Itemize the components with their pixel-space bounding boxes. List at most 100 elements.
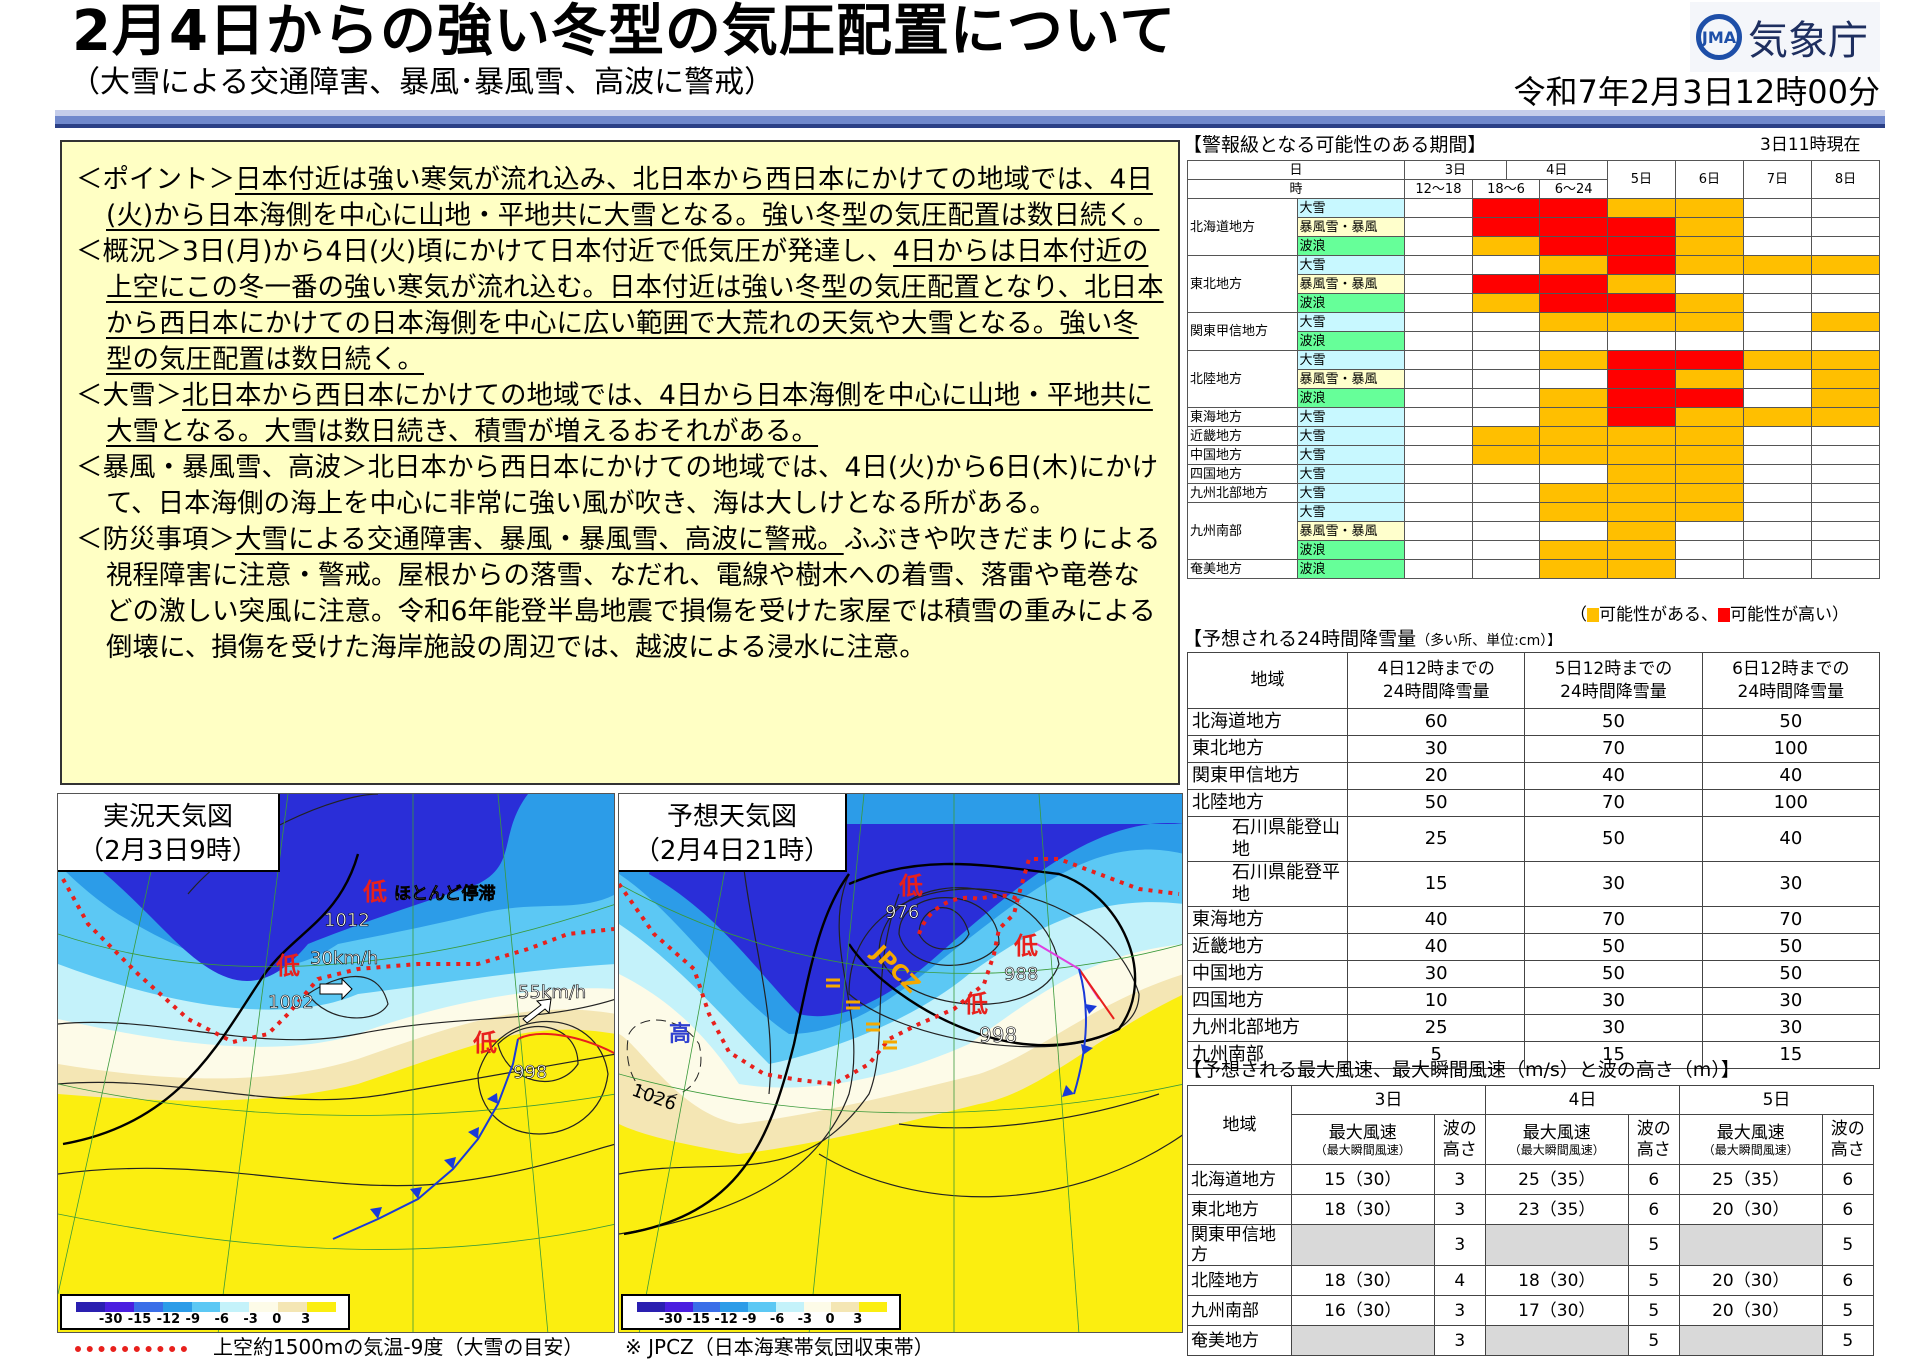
summary-paragraph: ＜大雪＞北日本から西日本にかけての地域では、4日から日本海側を中心に山地・平地共… bbox=[76, 378, 1164, 450]
region-name: 北海道地方 bbox=[1187, 708, 1348, 736]
dotted-line-caption-text: 上空約1500mの気温-9度（大雪の目安） bbox=[213, 1335, 584, 1359]
paragraph-text: 3日(月)から4日(火)頃にかけて日本付近で低気圧が発達し、 bbox=[182, 236, 894, 267]
header-time: 時 bbox=[1186, 179, 1406, 199]
cell-high bbox=[1674, 388, 1744, 408]
summary-paragraph: ＜ポイント＞日本付近は強い寒気が流れ込み、北日本から西日本にかけての地域では、4… bbox=[76, 162, 1164, 234]
region-name: 石川県能登平地 bbox=[1187, 861, 1348, 907]
cell-high bbox=[1606, 369, 1676, 389]
paragraph-label: ＜ポイント＞ bbox=[76, 164, 235, 195]
cell-possible bbox=[1606, 464, 1676, 484]
wave-height-value: 5 bbox=[1821, 1325, 1875, 1356]
region-name: 東海地方 bbox=[1187, 407, 1298, 427]
legend-tick-label: -12 bbox=[714, 1312, 738, 1327]
gust-label: （最大瞬間風速） bbox=[1702, 1142, 1799, 1157]
wind-speed-value: 15（30） bbox=[1291, 1164, 1435, 1195]
paragraph-label: ＜大雪＞ bbox=[76, 380, 182, 411]
cell-possible bbox=[1674, 236, 1744, 256]
snowfall-value: 40 bbox=[1701, 816, 1881, 862]
cell-possible bbox=[1539, 350, 1608, 370]
cell-none bbox=[1742, 445, 1812, 465]
table-row: 北海道地方 15（30） 3 25（35） 6 25（35） 6 bbox=[1187, 1164, 1875, 1195]
cell-possible bbox=[1742, 255, 1812, 275]
jpcz-mark bbox=[883, 1040, 897, 1050]
wave-height-value: 3 bbox=[1433, 1164, 1486, 1195]
cell-high bbox=[1606, 217, 1676, 237]
warning-row: 九州北部地方 大雪 bbox=[1187, 483, 1881, 503]
header-day: 5日 bbox=[1678, 1085, 1875, 1115]
low-pressure-label: 低 bbox=[1014, 932, 1038, 960]
warning-row: 北海道地方 大雪 bbox=[1187, 198, 1881, 256]
region-name: 北陸地方 bbox=[1187, 350, 1298, 408]
cell-possible bbox=[1539, 559, 1608, 579]
legend-color-swatch bbox=[133, 1302, 163, 1312]
phenomenon-type: 大雪 bbox=[1296, 312, 1406, 332]
cell-possible bbox=[1606, 521, 1676, 541]
region-name: 関東甲信地方 bbox=[1187, 762, 1348, 790]
header-row: 日 3日 4日 5日 6日 7日 8日 bbox=[1186, 160, 1881, 199]
legend-tick-label: 3 bbox=[853, 1312, 863, 1327]
cell-possible bbox=[1810, 369, 1881, 389]
low-pressure-label: 低 bbox=[964, 990, 988, 1018]
cell-none bbox=[1471, 312, 1541, 332]
snowfall-value: 15 bbox=[1524, 1041, 1703, 1069]
cell-none bbox=[1742, 388, 1812, 408]
snowfall-value: 30 bbox=[1701, 987, 1881, 1015]
region-name: 石川県能登山地 bbox=[1187, 816, 1348, 862]
cell-none bbox=[1404, 502, 1473, 522]
low-pressure-label: 低 bbox=[363, 878, 387, 906]
legend-color-swatch bbox=[831, 1302, 860, 1312]
gust-label: （最大瞬間風速） bbox=[1314, 1142, 1411, 1157]
warning-table-title: 【警報級となる可能性のある期間】 bbox=[1183, 134, 1487, 156]
snowfall-value: 40 bbox=[1346, 933, 1526, 961]
cell-high bbox=[1471, 198, 1541, 218]
legend-color-swatch bbox=[220, 1302, 250, 1312]
header-divider bbox=[55, 116, 1885, 124]
cell-none bbox=[1471, 255, 1541, 275]
cell-none bbox=[1742, 369, 1812, 389]
phenomenon-type: 大雪 bbox=[1296, 198, 1406, 218]
cell-none bbox=[1742, 559, 1812, 579]
paragraph-label: ＜防災事項＞ bbox=[76, 524, 235, 555]
region-name: 東北地方 bbox=[1187, 255, 1298, 313]
legend-color-swatch bbox=[720, 1302, 749, 1312]
wind-speed-value bbox=[1678, 1224, 1823, 1266]
wind-speed-value: 18（30） bbox=[1291, 1194, 1435, 1225]
gust-label: （最大瞬間風速） bbox=[1508, 1142, 1605, 1157]
cell-none bbox=[1471, 559, 1541, 579]
cell-none bbox=[1471, 483, 1541, 503]
header-period: 6～24 bbox=[1539, 179, 1608, 199]
cell-high bbox=[1539, 198, 1608, 218]
legend-tick-label: -30 bbox=[98, 1312, 123, 1327]
warning-row: 関東甲信地方 大雪 bbox=[1187, 312, 1881, 351]
snowfall-value: 40 bbox=[1346, 906, 1526, 934]
wave-height-value: 6 bbox=[1821, 1265, 1875, 1296]
temperature-legend: -30 -15 -12 -9 -6 -3 0 3 bbox=[60, 1294, 350, 1330]
cell-possible bbox=[1810, 255, 1881, 275]
cell-none bbox=[1471, 407, 1541, 427]
cell-none bbox=[1404, 483, 1473, 503]
wind-speed-value: 16（30） bbox=[1291, 1295, 1435, 1326]
wind-header: 最大風速 （最大瞬間風速） bbox=[1678, 1114, 1823, 1165]
wind-speed-value bbox=[1484, 1224, 1629, 1266]
cell-none bbox=[1742, 483, 1812, 503]
table-row: 九州南部 16（30） 3 17（30） 5 20（30） 5 bbox=[1187, 1295, 1875, 1326]
wind-header: 最大風速 （最大瞬間風速） bbox=[1291, 1114, 1435, 1165]
legend-tick-label: -9 bbox=[185, 1312, 200, 1327]
cell-none bbox=[1471, 388, 1541, 408]
cell-none bbox=[1471, 540, 1541, 560]
cell-none bbox=[1471, 521, 1541, 541]
cell-possible bbox=[1810, 388, 1881, 408]
cell-possible bbox=[1539, 255, 1608, 275]
low-pressure-label: 低 bbox=[473, 1029, 497, 1057]
cell-possible bbox=[1674, 312, 1744, 332]
snowfall-value: 100 bbox=[1701, 735, 1881, 763]
jpcz-mark bbox=[866, 1022, 880, 1032]
region-name: 北海道地方 bbox=[1187, 1164, 1292, 1195]
wave-header: 波の 高さ bbox=[1821, 1114, 1875, 1165]
snowfall-value: 30 bbox=[1524, 1014, 1703, 1042]
wind-speed-value: 20（30） bbox=[1678, 1295, 1823, 1326]
table-row: 東北地方 30 70 100 bbox=[1187, 735, 1881, 763]
legend-high: 可能性が高い） bbox=[1730, 605, 1849, 625]
table-row: 中国地方 30 50 50 bbox=[1187, 960, 1881, 988]
region-name: 九州北部地方 bbox=[1187, 483, 1298, 503]
